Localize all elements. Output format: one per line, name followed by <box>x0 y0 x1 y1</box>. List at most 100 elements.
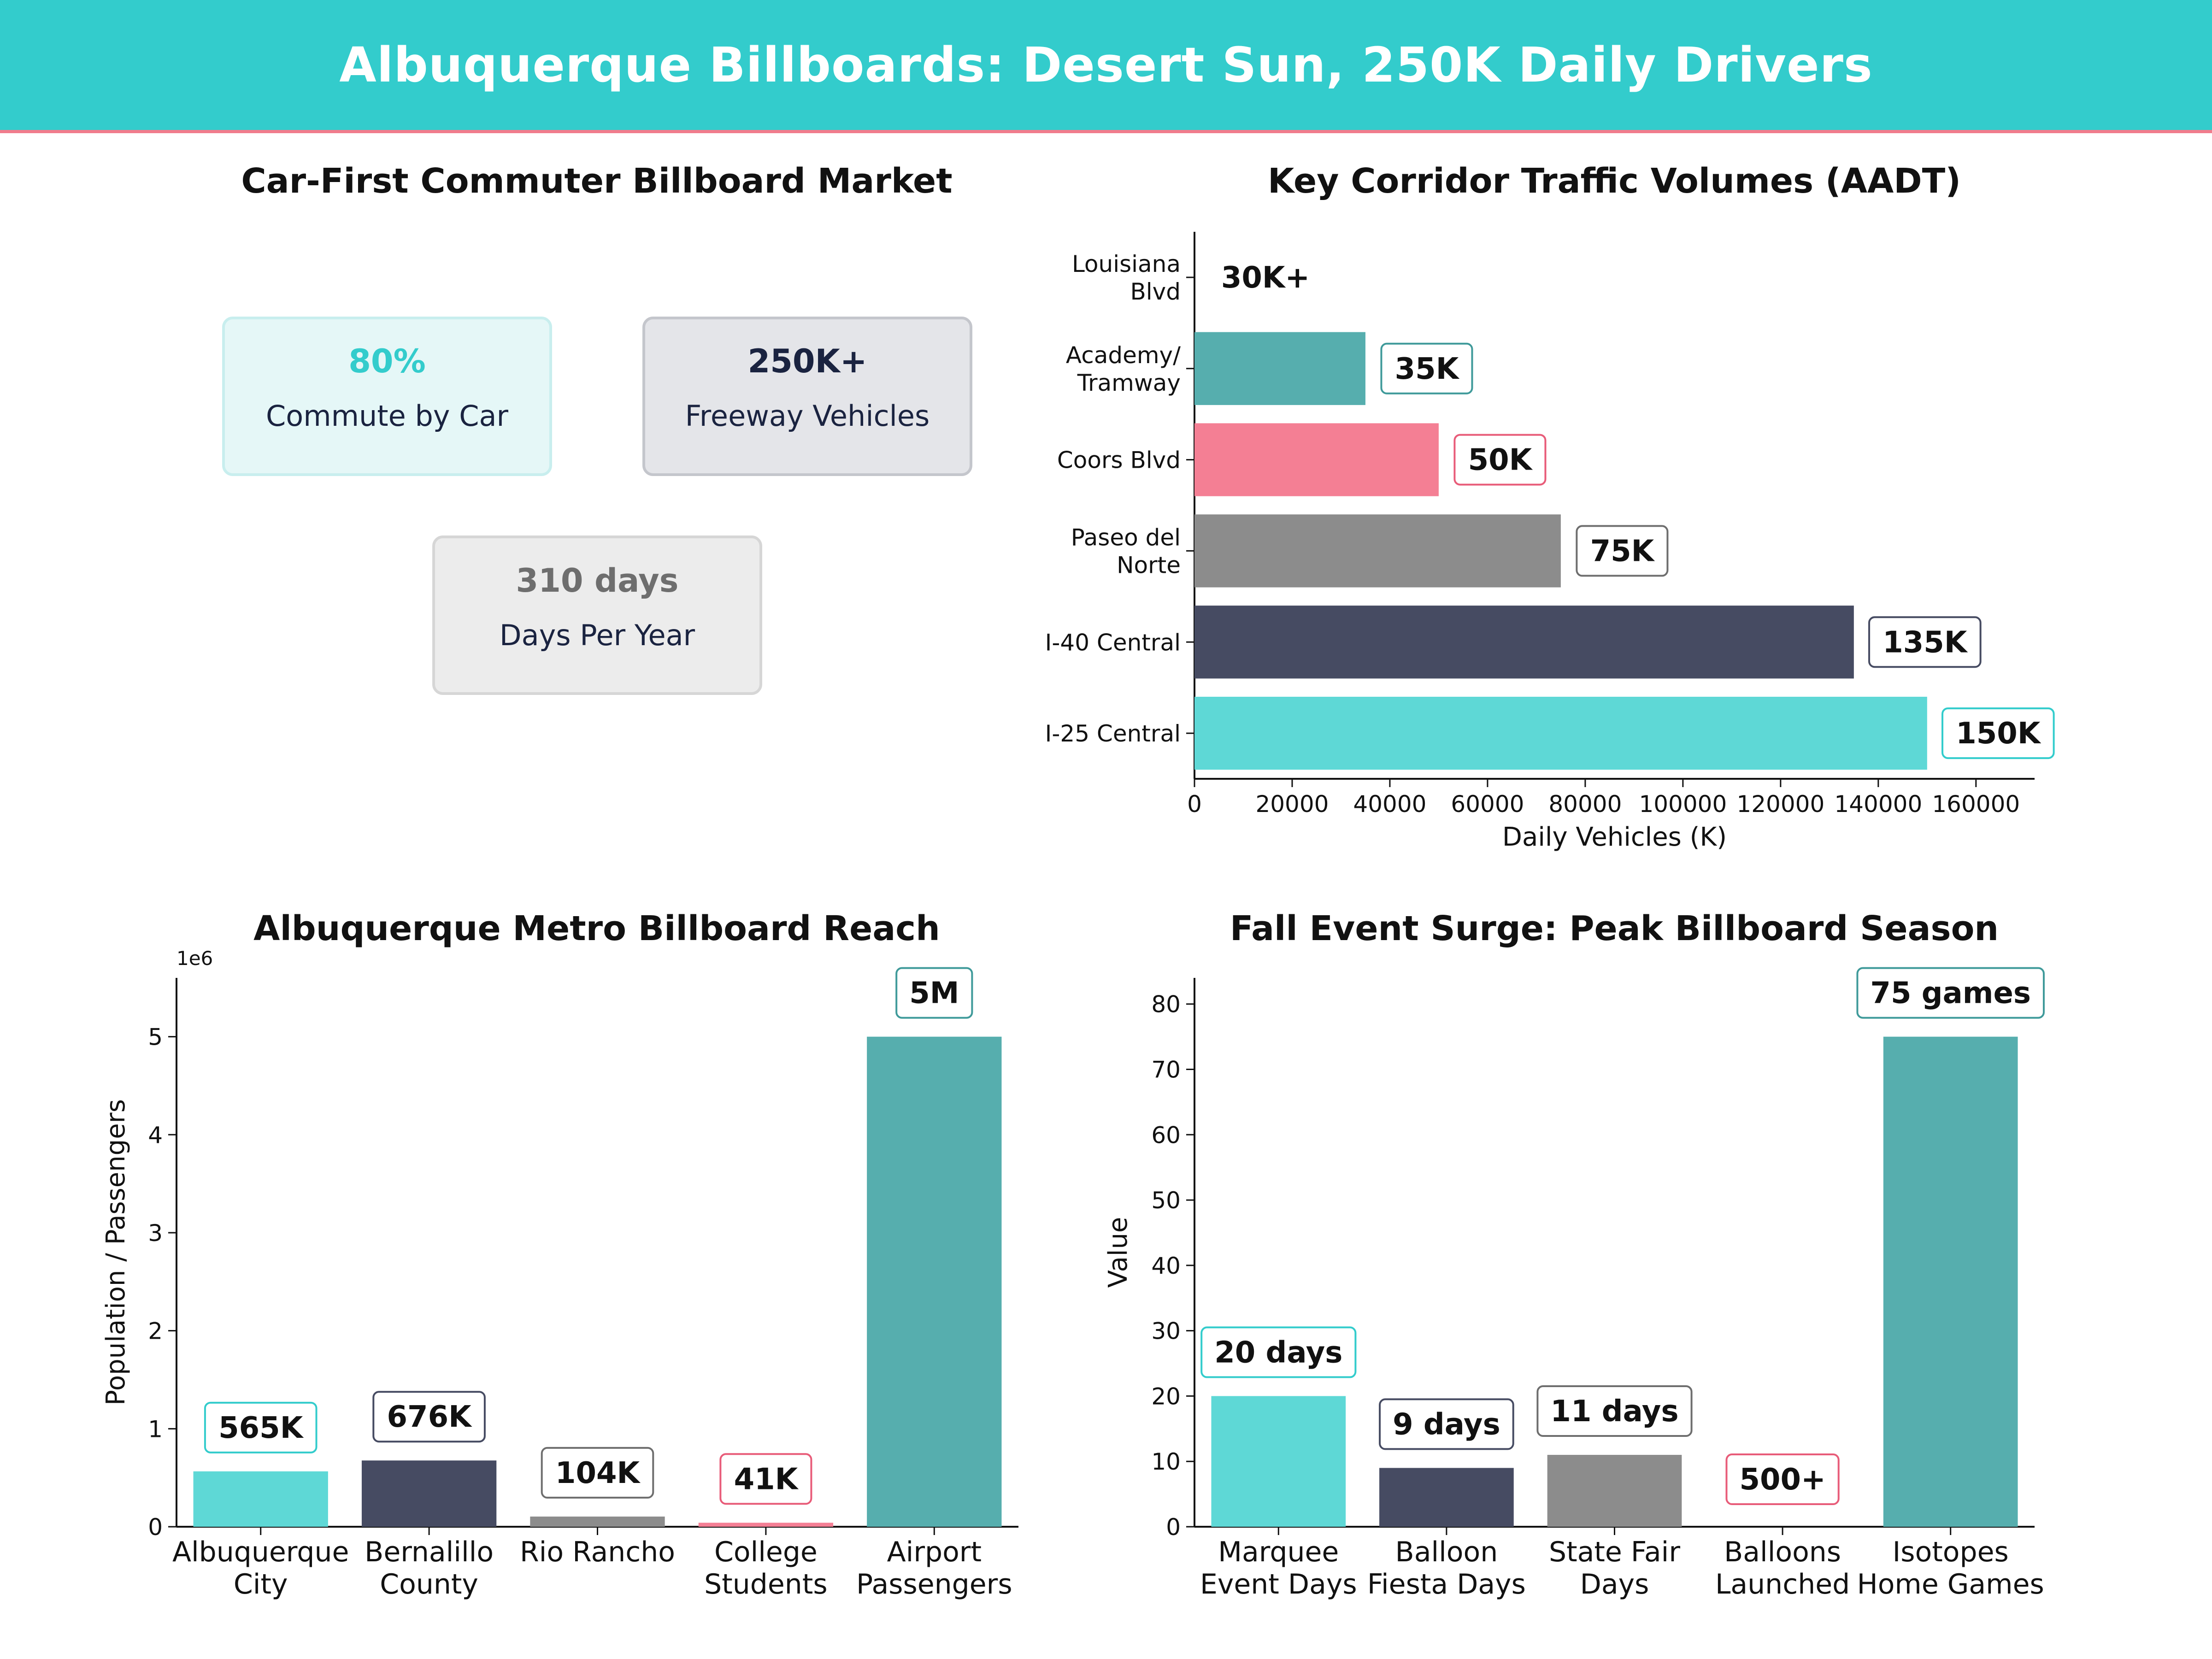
y-tick-label: 30 <box>1151 1318 1181 1345</box>
kpi-card-commute: 80% Commute by Car <box>222 317 552 476</box>
category-label: Balloon Fiesta Days <box>1367 1536 1526 1600</box>
data-label: 5M <box>909 977 959 1011</box>
y-scale-note: 1e6 <box>176 947 213 970</box>
data-label: 11 days <box>1550 1394 1678 1429</box>
category-label-line: Fiesta Days <box>1367 1568 1526 1600</box>
category-label: I-40 Central <box>1045 629 1181 656</box>
kpi-label: Freeway Vehicles <box>685 399 930 433</box>
x-tick-label: 120000 <box>1736 791 1824 818</box>
bar <box>1194 606 1854 679</box>
kpi-card-box <box>432 535 762 695</box>
kpi-label: Commute by Car <box>266 399 509 433</box>
category-label-line: Airport <box>887 1536 982 1568</box>
data-label-box <box>1856 967 2045 1019</box>
bar <box>1547 1455 1682 1527</box>
data-label-group: 11 days <box>1536 1385 1693 1437</box>
data-label-box <box>895 967 973 1019</box>
y-tick-label: 70 <box>1151 1057 1181 1083</box>
data-label-box <box>1868 616 1982 668</box>
data-label: 20 days <box>1214 1335 1342 1370</box>
data-label-box <box>1941 707 2055 759</box>
category-label-line: Days <box>1580 1568 1649 1600</box>
kpi-value: 310 days <box>516 562 679 600</box>
category-label: Rio Rancho <box>520 1536 675 1568</box>
bar <box>1883 1036 2018 1527</box>
x-tick-label: 140000 <box>1834 791 1922 818</box>
category-label-line: Balloons <box>1724 1536 1841 1568</box>
data-label-group: 9 days <box>1379 1398 1514 1450</box>
category-label: College Students <box>704 1536 827 1600</box>
category-label-line: College <box>714 1536 818 1568</box>
category-label-line: State Fair <box>1549 1536 1680 1568</box>
data-label: 35K <box>1395 352 1460 386</box>
chart-title: Albuquerque Metro Billboard Reach <box>253 909 940 948</box>
category-label-line: Albuquerque <box>172 1536 349 1568</box>
data-label-box <box>1380 342 1473 394</box>
data-label: 50K <box>1468 443 1533 477</box>
kpi-card-box <box>222 317 552 476</box>
data-label-box <box>1536 1385 1693 1437</box>
data-label-group: 20 days <box>1200 1326 1357 1378</box>
y-tick-label: 1 <box>148 1416 163 1442</box>
data-label-box <box>1453 434 1547 486</box>
category-label-line: Blvd <box>1130 278 1181 305</box>
category-label-line: Balloon <box>1395 1536 1498 1568</box>
y-axis-title: Value <box>1103 1217 1133 1288</box>
category-label-line: Bernalillo <box>365 1536 494 1568</box>
y-tick-label: 0 <box>1166 1514 1181 1541</box>
category-label-line: I-40 Central <box>1045 629 1181 656</box>
x-tick-label: 0 <box>1187 791 1202 818</box>
kpi-card-days: 310 days Days Per Year <box>432 535 762 695</box>
y-tick-label: 60 <box>1151 1122 1181 1148</box>
data-label: 500+ <box>1739 1463 1825 1497</box>
category-label-line: Paseo del <box>1071 524 1181 551</box>
data-label-group: 50K <box>1453 434 1547 486</box>
category-label-line: City <box>234 1568 288 1600</box>
kpi-panel: Car-First Commuter Billboard Market 80% … <box>222 161 972 695</box>
kpi-panel-title: Car-First Commuter Billboard Market <box>241 161 952 201</box>
category-label-line: Event Days <box>1200 1568 1357 1600</box>
data-label-box <box>1725 1453 1840 1505</box>
chart-title: Fall Event Surge: Peak Billboard Season <box>1230 909 1999 948</box>
category-label: Isotopes Home Games <box>1857 1536 2044 1600</box>
y-tick-label: 40 <box>1151 1253 1181 1279</box>
data-label-group: 41K <box>719 1453 812 1505</box>
kpi-card-box <box>642 317 972 476</box>
category-label: Marquee Event Days <box>1200 1536 1357 1600</box>
y-tick-label: 4 <box>148 1122 163 1148</box>
x-tick-label: 160000 <box>1932 791 2020 818</box>
category-label-line: Rio Rancho <box>520 1536 675 1568</box>
x-tick-label: 60000 <box>1451 791 1524 818</box>
data-label-box <box>1200 1326 1357 1378</box>
data-label-group: 5M <box>895 967 973 1019</box>
data-label: 75 games <box>1870 977 2031 1011</box>
category-label: I-25 Central <box>1045 720 1181 747</box>
data-label-group: 565K <box>204 1401 318 1453</box>
data-label-group: 75K <box>1576 525 1669 577</box>
category-label-line: Launched <box>1715 1568 1850 1600</box>
data-label: 30K+ <box>1221 261 1310 295</box>
data-label-box <box>372 1391 486 1443</box>
x-tick-label: 100000 <box>1639 791 1727 818</box>
kpi-card-freeway: 250K+ Freeway Vehicles <box>642 317 972 476</box>
category-label: Balloons Launched <box>1715 1536 1850 1600</box>
kpi-value: 250K+ <box>747 342 867 380</box>
bar <box>1211 1396 1346 1527</box>
chart-title: Key Corridor Traffic Volumes (AADT) <box>1268 161 1961 201</box>
category-label: Paseo del Norte <box>1071 524 1181 578</box>
data-label: 676K <box>387 1400 473 1434</box>
fall-events-chart: Fall Event Surge: Peak Billboard Season 0… <box>1103 909 2045 1600</box>
data-label-group: 135K <box>1868 616 1982 668</box>
category-label-line: Academy/ <box>1066 342 1181 369</box>
data-label: 41K <box>734 1462 799 1496</box>
data-label-box <box>1379 1398 1514 1450</box>
data-label-group: 150K <box>1941 707 2055 759</box>
header-banner: Albuquerque Billboards: Desert Sun, 250K… <box>0 0 2212 133</box>
y-tick-label: 0 <box>148 1514 163 1541</box>
category-label: Airport Passengers <box>856 1536 1012 1600</box>
kpi-label: Days Per Year <box>500 618 695 652</box>
bar <box>1194 696 1927 770</box>
data-label: 9 days <box>1393 1407 1500 1441</box>
y-tick-label: 2 <box>148 1318 163 1345</box>
x-tick-label: 20000 <box>1255 791 1329 818</box>
